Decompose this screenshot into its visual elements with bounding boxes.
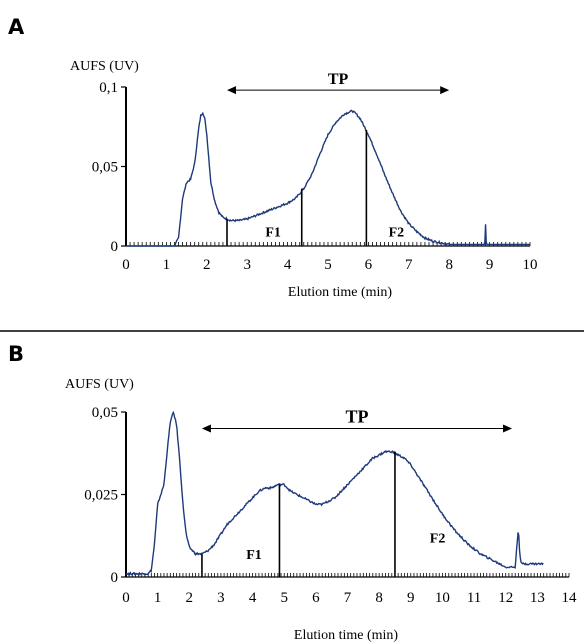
y-tick-label: 0 (111, 570, 119, 586)
y-tick-label: 0,05 (92, 405, 118, 421)
x-tick-label: 8 (375, 590, 383, 606)
series-line-a (126, 109, 530, 247)
chart-panel-a: AUFS (UV) Elution time (min) 0 1 2 3 4 5 6 7 8 9 1… (70, 59, 538, 300)
x-tick-label: 3 (243, 257, 251, 273)
tp-label-b: TP (345, 407, 368, 427)
y-tick-label: 0,05 (92, 160, 118, 176)
arrowhead-left-b (201, 424, 211, 433)
x-tick-label: 2 (203, 257, 211, 273)
x-tick-label: 9 (407, 590, 415, 606)
x-tick-label: 1 (163, 257, 171, 273)
x-tick-label: 14 (562, 590, 578, 606)
x-tick-label: 12 (498, 590, 513, 606)
x-tick-label: 4 (249, 590, 257, 606)
x-tick-label: 7 (405, 257, 413, 273)
y-tick-label: 0,1 (99, 80, 118, 96)
x-tick-label: 6 (365, 257, 373, 273)
y-tick-label: 0,025 (84, 488, 118, 504)
x-tick-label: 10 (523, 257, 538, 273)
panel-letter-b: B (8, 342, 24, 366)
f2-label-b: F2 (430, 531, 446, 546)
arrowhead-left-a (227, 86, 236, 95)
tp-label-a: TP (328, 71, 349, 88)
y-tick-label: 0 (111, 239, 119, 255)
y-axis-title-a: AUFS (UV) (70, 59, 139, 74)
x-tick-label: 0 (122, 590, 130, 606)
x-tick-label: 7 (344, 590, 352, 606)
x-tick-label: 13 (530, 590, 545, 606)
arrowhead-right-b (503, 424, 513, 433)
x-tick-label: 3 (217, 590, 225, 606)
f1-label-a: F1 (265, 226, 281, 241)
panel-letter-a: A (8, 15, 25, 39)
x-tick-label: 11 (467, 590, 481, 606)
x-tick-label: 1 (154, 590, 162, 606)
x-tick-label: 5 (324, 257, 332, 273)
x-axis-title-a: Elution time (min) (288, 285, 393, 300)
y-axis-title-b: AUFS (UV) (65, 377, 134, 392)
x-tick-label: 10 (435, 590, 450, 606)
x-tick-label: 0 (122, 257, 130, 273)
f2-label-a: F2 (389, 226, 405, 241)
x-tick-label: 8 (445, 257, 453, 273)
x-tick-label: 5 (280, 590, 288, 606)
series-line-b (125, 410, 544, 576)
x-tick-label: 4 (284, 257, 292, 273)
x-tick-label: 9 (486, 257, 494, 273)
x-tick-label: 2 (186, 590, 194, 606)
x-axis-title-b: Elution time (min) (294, 628, 399, 643)
x-tick-label: 6 (312, 590, 320, 606)
f1-label-b: F1 (246, 548, 262, 563)
arrowhead-right-a (440, 86, 450, 95)
